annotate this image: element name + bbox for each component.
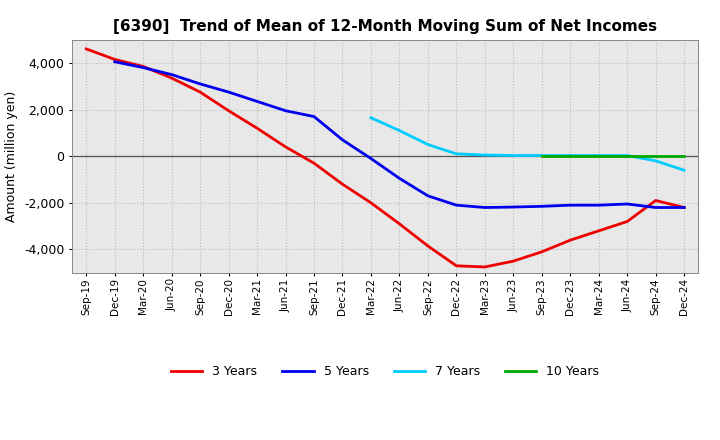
Y-axis label: Amount (million yen): Amount (million yen) — [6, 91, 19, 222]
Legend: 3 Years, 5 Years, 7 Years, 10 Years: 3 Years, 5 Years, 7 Years, 10 Years — [166, 360, 604, 383]
Title: [6390]  Trend of Mean of 12-Month Moving Sum of Net Incomes: [6390] Trend of Mean of 12-Month Moving … — [113, 19, 657, 34]
